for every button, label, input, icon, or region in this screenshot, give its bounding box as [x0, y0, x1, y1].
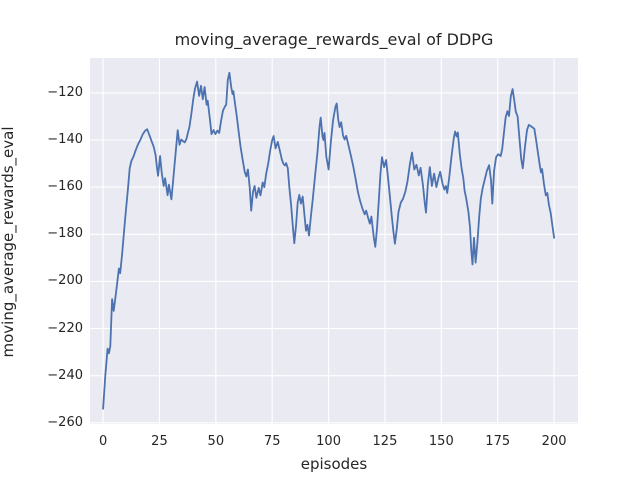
x-tick-label: 200	[541, 434, 567, 449]
x-axis-label: episodes	[300, 455, 368, 473]
x-tick-label: 150	[428, 434, 454, 449]
line-chart-svg	[90, 58, 578, 424]
chart-title: moving_average_rewards_eval of DDPG	[174, 30, 494, 49]
y-tick-label: −140	[47, 132, 83, 147]
x-tick-label: 100	[316, 434, 341, 449]
y-tick-label: −120	[47, 84, 83, 100]
x-tick-label: 75	[263, 434, 281, 449]
x-tick-label: 175	[485, 434, 511, 449]
y-tick-label: −160	[47, 179, 83, 195]
x-tick-label: 125	[372, 434, 398, 449]
x-tick-label: 25	[151, 434, 168, 449]
y-tick-label: −260	[47, 414, 83, 430]
plot-area	[90, 58, 578, 424]
x-tick-label: 50	[207, 434, 225, 449]
reward-line	[102, 71, 556, 410]
y-axis-label: moving_average_rewards_eval	[0, 126, 17, 358]
y-tick-label: −200	[47, 273, 83, 289]
y-tick-label: −180	[47, 226, 83, 242]
y-tick-label: −240	[47, 367, 83, 383]
y-tick-label: −220	[47, 320, 83, 336]
x-tick-label: 0	[98, 434, 108, 449]
